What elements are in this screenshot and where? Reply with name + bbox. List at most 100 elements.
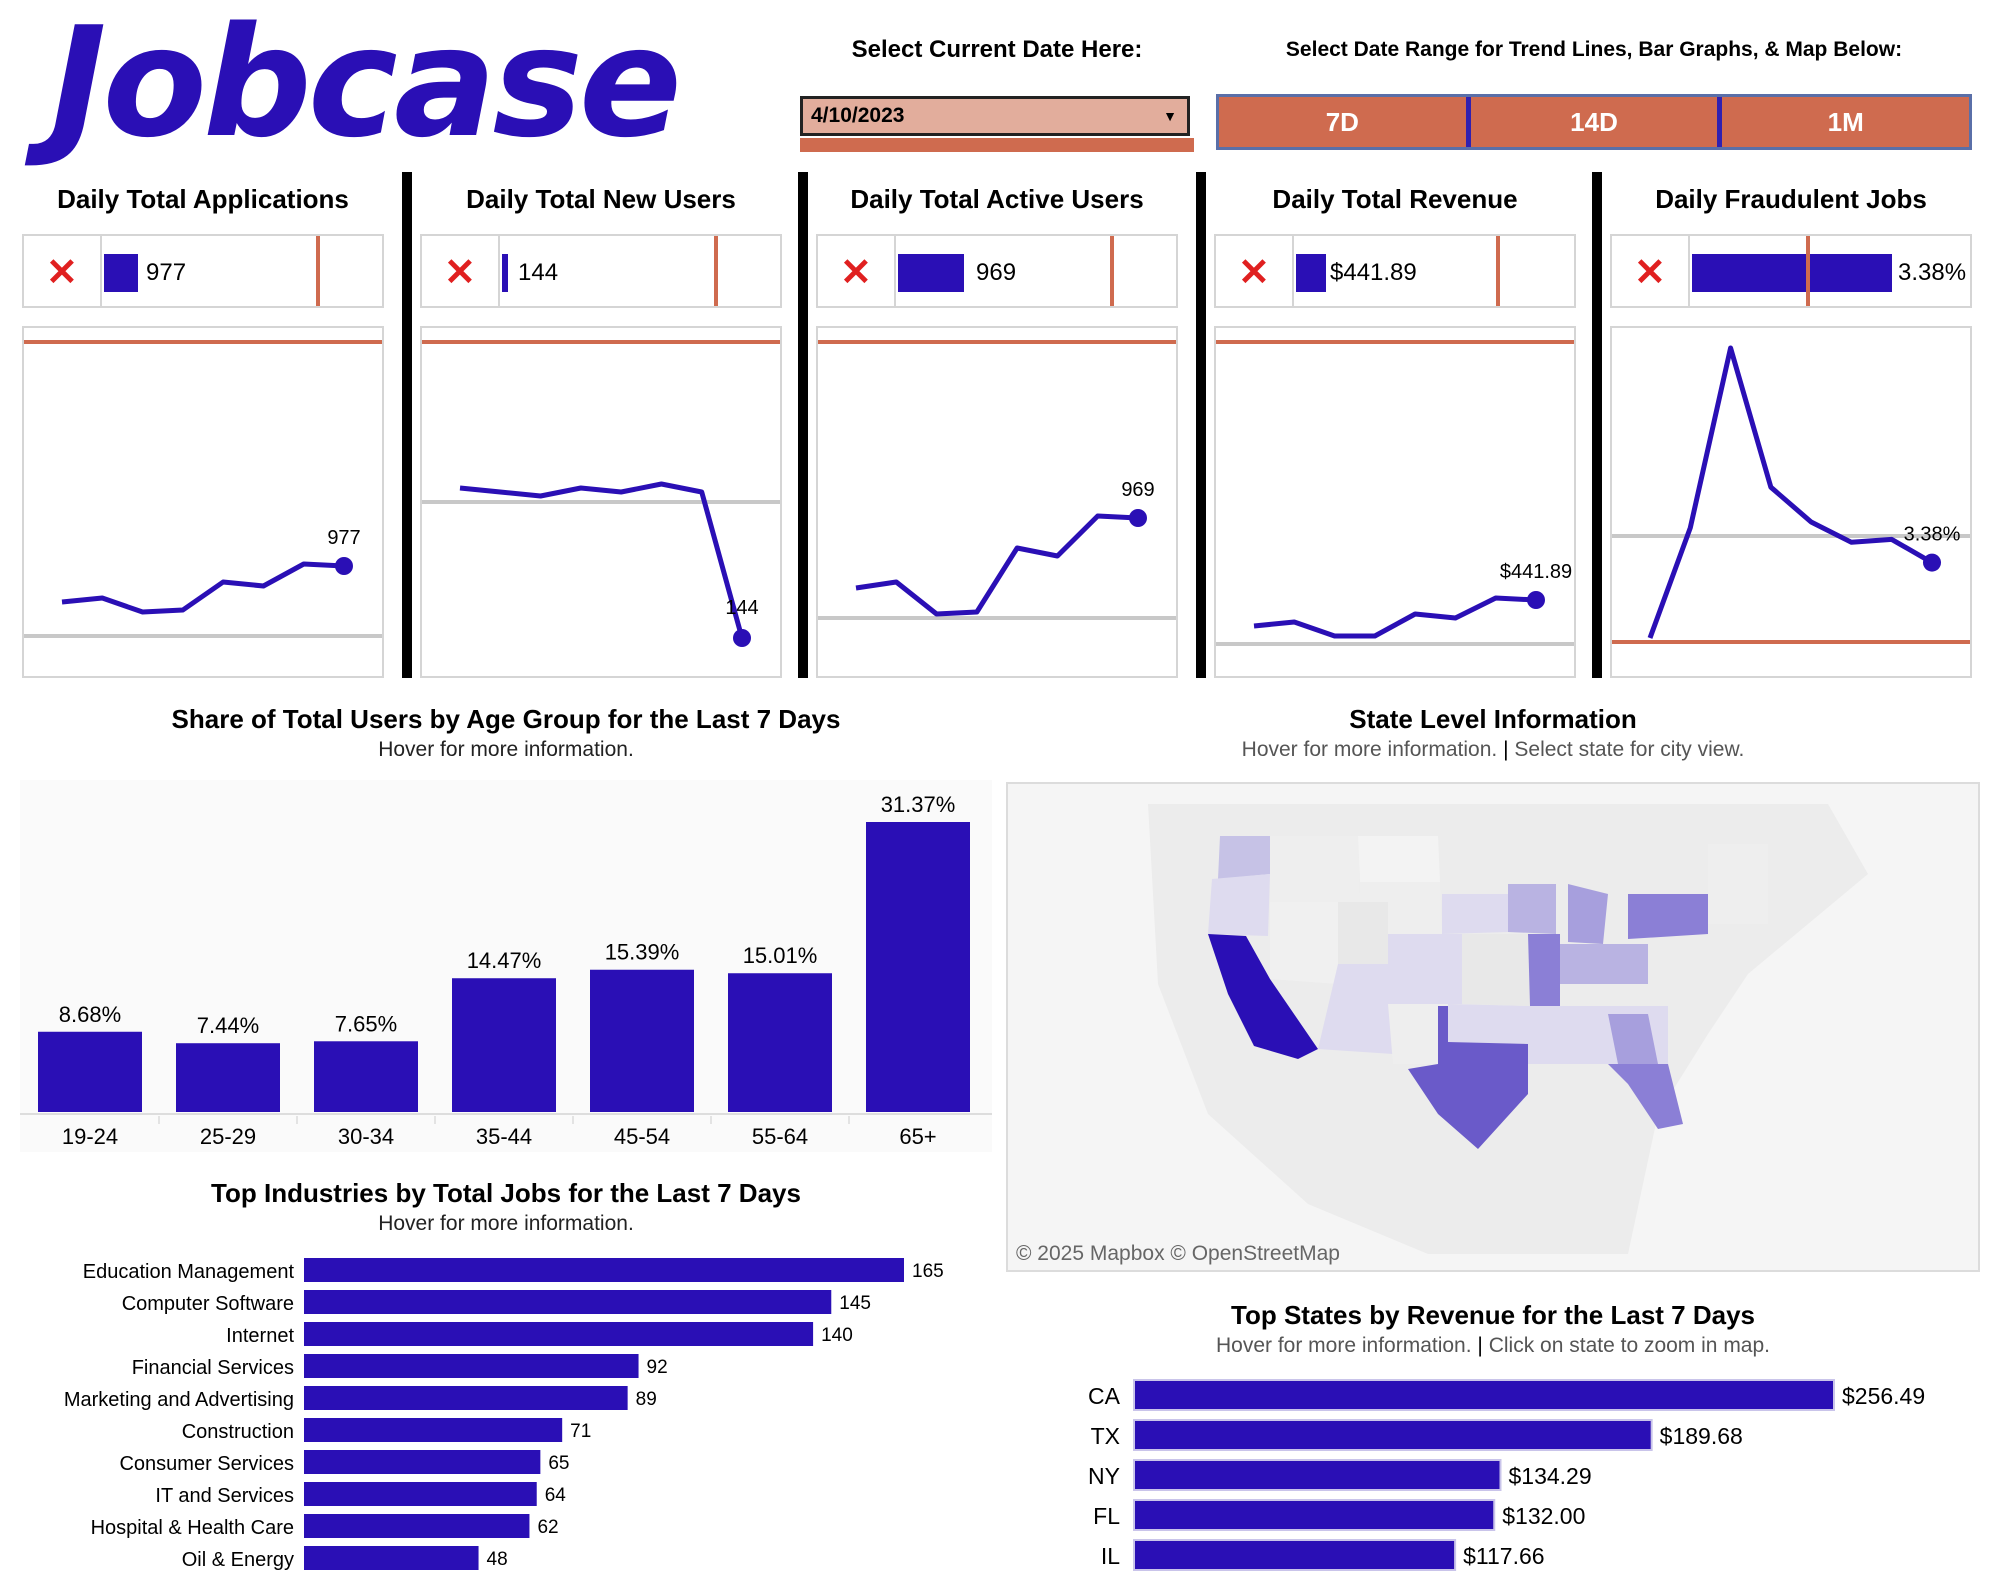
industry-bar[interactable] — [304, 1482, 537, 1506]
kpi-bullet-box[interactable]: ✕ 144 — [420, 234, 782, 308]
industry-bar-value: 92 — [647, 1357, 668, 1378]
industry-label: Hospital & Health Care — [91, 1517, 294, 1539]
industry-chart-subtitle: Hover for more information. — [378, 1212, 634, 1235]
state-or[interactable] — [1208, 874, 1270, 936]
status-x-icon: ✕ — [1634, 252, 1666, 294]
age-bar[interactable] — [866, 822, 970, 1112]
kpi-trend-chart[interactable]: 977 — [22, 326, 386, 678]
industry-bar[interactable] — [304, 1322, 814, 1346]
industry-bar[interactable] — [304, 1354, 639, 1378]
kpi-bullet-box[interactable]: ✕ 3.38% — [1610, 234, 1972, 308]
date-select[interactable]: 4/10/2023 ▼ — [800, 96, 1190, 136]
state-wi[interactable] — [1508, 884, 1556, 934]
kpi-divider — [894, 236, 896, 306]
latest-point-label: 3.38% — [1904, 524, 1961, 546]
state-new-england[interactable] — [1708, 844, 1768, 924]
age-category-label: 65+ — [899, 1124, 936, 1149]
age-bar-value: 14.47% — [467, 948, 542, 973]
column-separator — [1196, 172, 1206, 678]
state-ny[interactable] — [1628, 894, 1708, 939]
industry-bar[interactable] — [304, 1546, 479, 1570]
age-bar[interactable] — [176, 1043, 280, 1112]
age-bar[interactable] — [314, 1041, 418, 1112]
industry-bar[interactable] — [304, 1386, 628, 1410]
kpi-divider — [100, 236, 102, 306]
state-revenue-bar[interactable] — [1133, 1419, 1653, 1451]
kpi-title: Daily Total Active Users — [850, 184, 1144, 214]
kpi-value-bar — [502, 254, 508, 292]
industry-label: IT and Services — [155, 1485, 294, 1507]
kpi-divider — [1292, 236, 1294, 306]
state-ks-mo[interactable] — [1462, 934, 1530, 1006]
latest-point[interactable] — [733, 629, 751, 647]
trend-line — [1647, 345, 1934, 639]
state-revenue-bar[interactable] — [1133, 1539, 1457, 1571]
status-x-icon: ✕ — [1238, 252, 1270, 294]
state-ca[interactable] — [1208, 934, 1318, 1059]
state-ok[interactable] — [1448, 1004, 1528, 1044]
kpi-bullet-box[interactable]: ✕ 969 — [816, 234, 1178, 308]
us-state-map[interactable]: © 2025 Mapbox © OpenStreetMap — [1006, 782, 1980, 1272]
state-revenue-bar[interactable] — [1133, 1499, 1496, 1531]
state-revenue-value: $189.68 — [1660, 1423, 1743, 1449]
latest-point[interactable] — [335, 557, 353, 575]
state-tx[interactable] — [1408, 1006, 1528, 1149]
kpi-trend-chart[interactable]: 3.38% — [1610, 326, 1974, 678]
state-ga[interactable] — [1608, 1014, 1658, 1064]
kpi-trend-chart[interactable]: 144 — [420, 326, 784, 678]
state-wa[interactable] — [1218, 836, 1270, 879]
industry-bar-value: 145 — [839, 1293, 871, 1314]
range-button-1m[interactable]: 1M — [1722, 97, 1970, 147]
state-mn[interactable] — [1442, 894, 1508, 934]
state-fl[interactable] — [1608, 1064, 1683, 1129]
state-il[interactable] — [1528, 934, 1560, 1006]
state-nm[interactable] — [1388, 1004, 1448, 1064]
range-button-14d[interactable]: 14D — [1470, 97, 1718, 147]
kpi-value: 3.38% — [1898, 259, 1967, 286]
age-bar[interactable] — [590, 969, 694, 1112]
trend-line — [855, 513, 1139, 617]
revenue-chart-subtitle: Hover for more information. | Click on s… — [1215, 1334, 1771, 1357]
industry-bar-value: 48 — [487, 1549, 508, 1570]
state-mi[interactable] — [1568, 884, 1608, 944]
range-button-7d[interactable]: 7D — [1219, 97, 1466, 147]
state-oh-in[interactable] — [1560, 944, 1648, 984]
latest-point[interactable] — [1129, 509, 1147, 527]
kpi-bullet-box[interactable]: ✕ $441.89 — [1214, 234, 1576, 308]
industry-bar[interactable] — [304, 1450, 541, 1474]
chevron-down-icon[interactable]: ▼ — [1163, 108, 1177, 124]
kpi-bullet-box[interactable]: ✕ 977 — [22, 234, 384, 308]
kpi-value: 144 — [518, 259, 559, 286]
latest-point[interactable] — [1527, 591, 1545, 609]
state-nv[interactable] — [1270, 902, 1338, 984]
kpi-trend-chart[interactable]: 969 — [816, 326, 1180, 678]
age-bar[interactable] — [728, 973, 832, 1112]
industry-label: Consumer Services — [119, 1453, 294, 1475]
kpi-title: Daily Total Revenue — [1272, 184, 1518, 214]
state-revenue-bar[interactable] — [1133, 1459, 1502, 1491]
industry-bar[interactable] — [304, 1258, 904, 1282]
state-ut[interactable] — [1338, 902, 1388, 964]
revenue-chart-title: Top States by Revenue for the Last 7 Day… — [1231, 1300, 1755, 1330]
state-nd[interactable] — [1358, 836, 1440, 882]
latest-point[interactable] — [1923, 553, 1941, 572]
state-az[interactable] — [1318, 964, 1393, 1054]
state-revenue-bar[interactable] — [1133, 1379, 1835, 1411]
kpi-trend-chart[interactable]: $441.89 — [1214, 326, 1578, 678]
state-co-ne[interactable] — [1388, 934, 1462, 1004]
industry-bar[interactable] — [304, 1290, 832, 1314]
age-bar[interactable] — [452, 978, 556, 1112]
industry-bar-value: 140 — [821, 1325, 853, 1346]
state-mt-id[interactable] — [1270, 836, 1360, 904]
date-range-toggle: 7D 14D 1M — [1216, 94, 1972, 150]
age-bar[interactable] — [38, 1031, 142, 1112]
state-subtitle-hover: Hover for more information. — [1241, 738, 1498, 761]
kpi-value: 969 — [976, 259, 1017, 286]
industry-bar[interactable] — [304, 1514, 530, 1538]
industry-bar[interactable] — [304, 1418, 563, 1442]
revenue-subtitle-hover: Hover for more information. — [1215, 1334, 1472, 1357]
age-bar-value: 7.65% — [335, 1011, 397, 1036]
industry-label: Marketing and Advertising — [64, 1389, 294, 1411]
kpi-target-line — [714, 236, 718, 306]
age-bar-value: 15.01% — [743, 943, 818, 968]
